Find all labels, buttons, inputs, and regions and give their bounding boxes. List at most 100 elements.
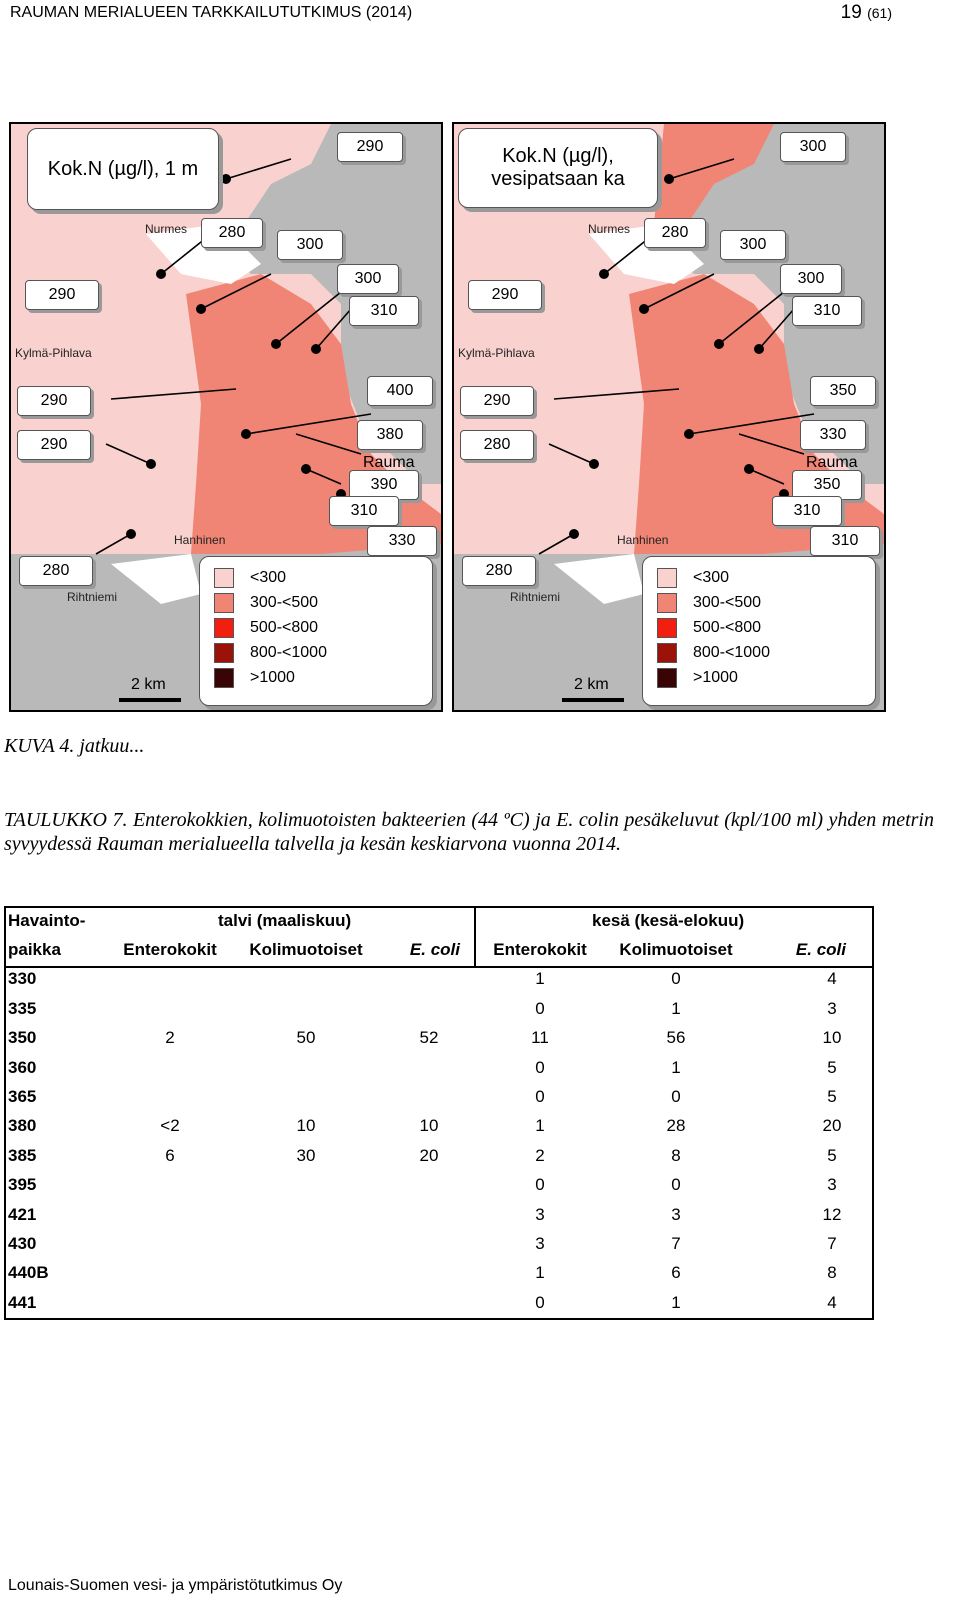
place-rihtniemi: Rihtniemi bbox=[510, 590, 561, 604]
station-label: 290 bbox=[17, 386, 91, 416]
header-entero-summer: Enterokokit bbox=[493, 940, 587, 960]
table-cell-w2: 50 bbox=[296, 1028, 316, 1048]
table-cell-s3: 5 bbox=[827, 1057, 837, 1077]
table-cell-w1 bbox=[108, 1288, 232, 1317]
place-rihtniemi: Rihtniemi bbox=[67, 590, 118, 604]
header-coli: Kolimuotoiset bbox=[249, 940, 363, 960]
table-cell-w2 bbox=[232, 1053, 380, 1082]
place-kylma-pihlava: Kylmä-Pihlava bbox=[15, 346, 92, 360]
station-label: 300 bbox=[720, 230, 786, 260]
table-cell-w3: 20 bbox=[419, 1145, 439, 1165]
table-cell-w2 bbox=[232, 994, 380, 1023]
header-coli-summer: Kolimuotoiset bbox=[619, 940, 733, 960]
table-cell-s1: 0 bbox=[535, 1292, 545, 1312]
station-label: 350 bbox=[810, 376, 876, 406]
table-cell-s2: 0 bbox=[671, 1175, 681, 1195]
table-cell-site: 350 bbox=[8, 1028, 37, 1048]
table-cell-w3 bbox=[380, 1229, 478, 1258]
table-cell-s3: 4 bbox=[827, 1292, 837, 1312]
table-cell-s3: 20 bbox=[822, 1116, 842, 1136]
station-label: 310 bbox=[810, 526, 880, 556]
legend-swatch bbox=[214, 643, 234, 663]
table-row: 335 0 1 3 bbox=[4, 994, 874, 1023]
legend-item: 500-<800 bbox=[214, 617, 318, 639]
table-cell-site: 430 bbox=[8, 1233, 37, 1253]
table-cell-w3 bbox=[380, 994, 478, 1023]
table-cell-s3: 4 bbox=[827, 969, 837, 989]
legend-swatch bbox=[657, 643, 677, 663]
station-label: 310 bbox=[329, 496, 399, 526]
table-row: 440B 1 6 8 bbox=[4, 1259, 874, 1288]
legend-item: >1000 bbox=[657, 667, 738, 689]
bacteria-table: Havainto- talvi (maaliskuu) kesä (kesä-e… bbox=[4, 906, 874, 1317]
station-label: 280 bbox=[19, 556, 93, 586]
table-cell-s2: 0 bbox=[671, 969, 681, 989]
legend-item: 300-<500 bbox=[214, 592, 318, 614]
map-column-mean: Kok.N (µg/l), vesipatsaan ka 300 280 300… bbox=[452, 122, 886, 712]
table-row: 380 <2 10 10 1 28 20 bbox=[4, 1112, 874, 1141]
header-site-2: paikka bbox=[8, 940, 61, 960]
place-nurmes: Nurmes bbox=[588, 222, 631, 236]
figure-caption: KUVA 4. jatkuu... bbox=[4, 735, 145, 757]
header-winter: talvi (maaliskuu) bbox=[218, 910, 352, 930]
scale-label: 2 km bbox=[574, 676, 609, 693]
table-cell-w1: <2 bbox=[160, 1116, 180, 1136]
table-cell-w3 bbox=[380, 1171, 478, 1200]
scale-label: 2 km bbox=[131, 676, 166, 693]
map-1m: Kok.N (µg/l), 1 m 290 280 300 300 310 29… bbox=[9, 122, 443, 712]
table-cell-w2 bbox=[232, 1288, 380, 1317]
header-ecoli: E. coli bbox=[409, 940, 460, 960]
legend-swatch bbox=[214, 618, 234, 638]
table-header-rule bbox=[4, 966, 874, 968]
table-cell-w1: 2 bbox=[165, 1028, 175, 1048]
station-label: 290 bbox=[337, 132, 403, 162]
station-label: 290 bbox=[25, 280, 99, 310]
station-label: 290 bbox=[460, 386, 534, 416]
table-cell-s1: 0 bbox=[535, 998, 545, 1018]
table-row: 395 0 0 3 bbox=[4, 1171, 874, 1200]
report-title: RAUMAN MERIALUEEN TARKKAILUTUTKIMUS (201… bbox=[10, 4, 413, 21]
station-label: 290 bbox=[468, 280, 542, 310]
map-title: Kok.N (µg/l), vesipatsaan ka bbox=[458, 128, 658, 208]
header-ecoli-summer: E. coli bbox=[795, 940, 846, 960]
legend-swatch bbox=[657, 668, 677, 688]
table-cell-w1 bbox=[108, 1171, 232, 1200]
table-cell-w1 bbox=[108, 1082, 232, 1111]
table-cell-site: 385 bbox=[8, 1145, 37, 1165]
legend-swatch bbox=[214, 568, 234, 588]
table-cell-w3 bbox=[380, 1053, 478, 1082]
legend-item: >1000 bbox=[214, 667, 295, 689]
table-cell-site: 335 bbox=[8, 998, 37, 1018]
station-label: 330 bbox=[800, 420, 866, 450]
table-cell-w3: 52 bbox=[419, 1028, 439, 1048]
header-summer: kesä (kesä-elokuu) bbox=[592, 910, 745, 930]
station-label: 390 bbox=[349, 470, 419, 500]
place-rauma: Rauma bbox=[363, 454, 415, 471]
table-row: 421 3 3 12 bbox=[4, 1200, 874, 1229]
legend-item: <300 bbox=[214, 567, 286, 589]
table-cell-w2 bbox=[232, 1229, 380, 1258]
table-cell-w1 bbox=[108, 1053, 232, 1082]
footer: Lounais-Suomen vesi- ja ympäristötutkimu… bbox=[8, 1577, 343, 1594]
table-cell-s1: 1 bbox=[535, 1116, 545, 1136]
table-cell-s2: 7 bbox=[671, 1233, 681, 1253]
table-cell-s3: 3 bbox=[827, 1175, 837, 1195]
table-cell-s2: 1 bbox=[671, 1292, 681, 1312]
table-cell-s1: 0 bbox=[535, 1087, 545, 1107]
station-label: 350 bbox=[792, 470, 862, 500]
table-cell-w1: 6 bbox=[165, 1145, 175, 1165]
table-cell-w3: 10 bbox=[419, 1116, 439, 1136]
legend-swatch bbox=[657, 568, 677, 588]
table-subheader-row: paikka Enterokokit Kolimuotoiset E. coli… bbox=[4, 935, 874, 964]
legend-item: 500-<800 bbox=[657, 617, 761, 639]
station-label: 280 bbox=[644, 218, 706, 248]
station-label: 290 bbox=[17, 430, 91, 460]
table-cell-s2: 0 bbox=[671, 1087, 681, 1107]
station-label: 300 bbox=[277, 230, 343, 260]
station-label: 280 bbox=[201, 218, 263, 248]
table-cell-s3: 8 bbox=[827, 1263, 837, 1283]
station-label: 310 bbox=[772, 496, 842, 526]
table-cell-site: 421 bbox=[8, 1204, 37, 1224]
table-row: 365 0 0 5 bbox=[4, 1082, 874, 1111]
table-cell-w2 bbox=[232, 1171, 380, 1200]
